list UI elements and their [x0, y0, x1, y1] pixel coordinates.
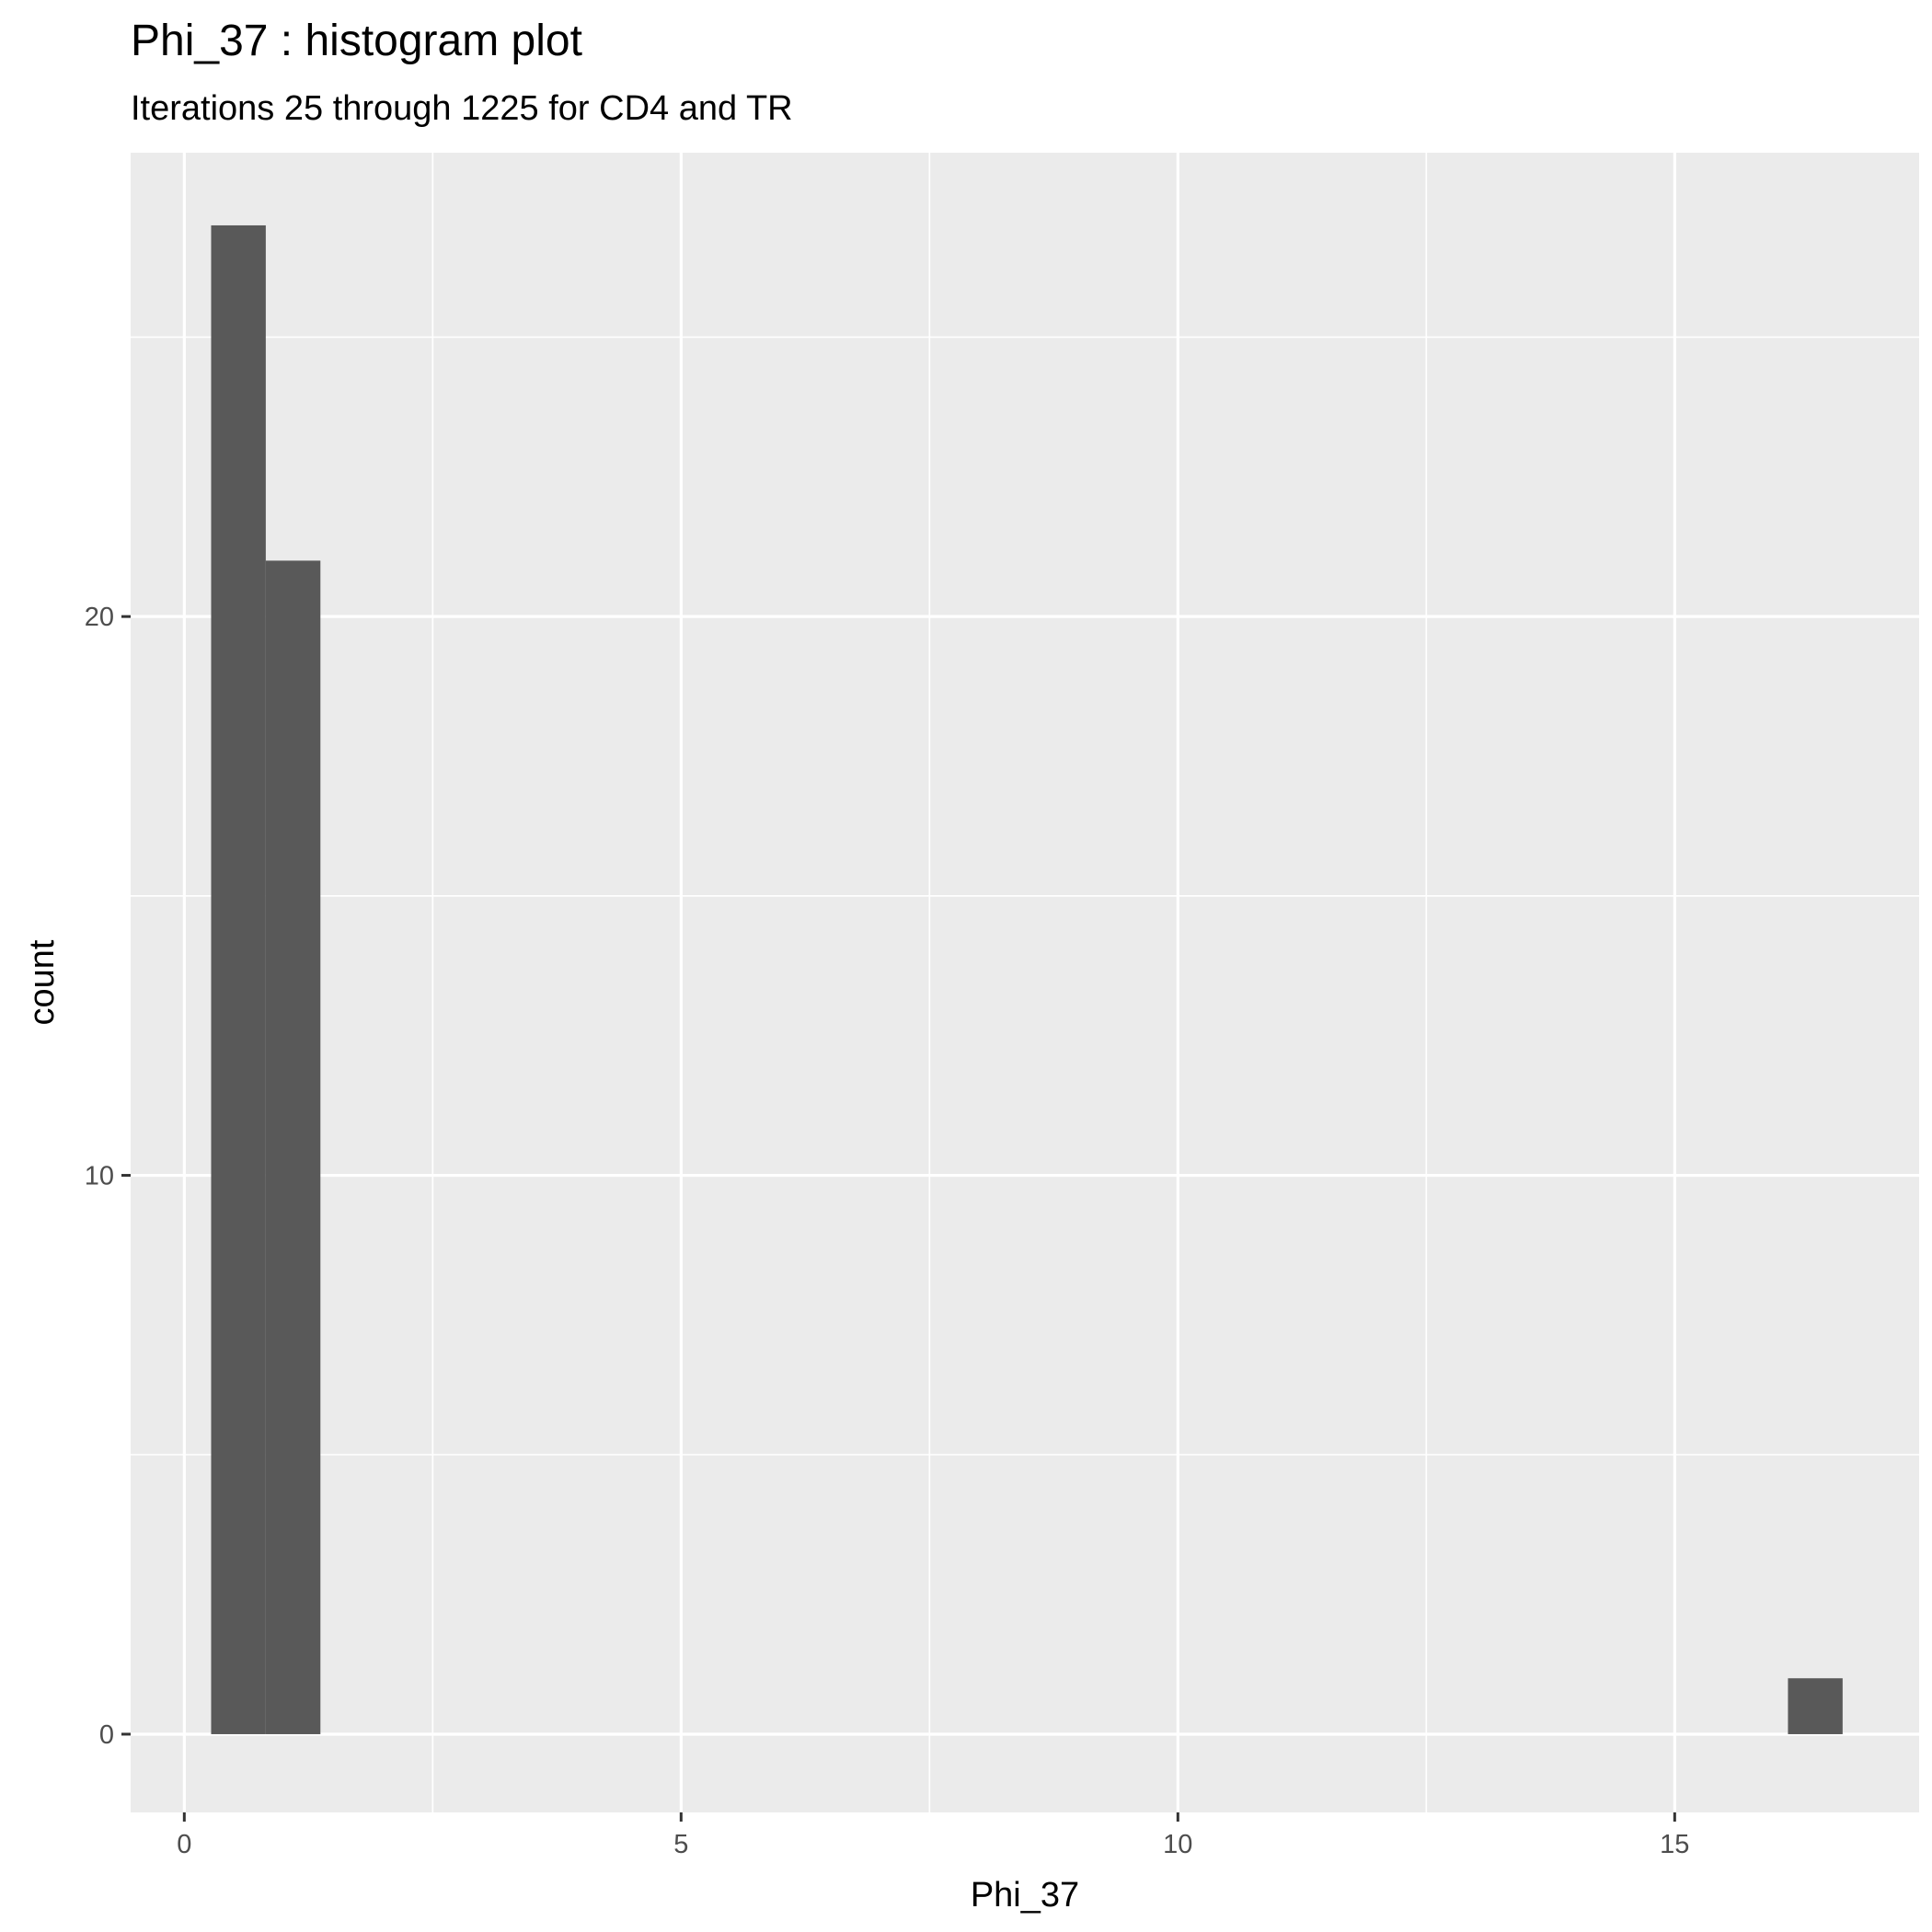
y-tick-label: 20: [85, 603, 114, 632]
y-tick-label: 10: [85, 1162, 114, 1191]
x-tick-label: 15: [1660, 1830, 1689, 1859]
chart-subtitle: Iterations 25 through 1225 for CD4 and T…: [131, 89, 793, 128]
x-tick-label: 5: [673, 1830, 688, 1859]
histogram-bar: [265, 560, 321, 1734]
x-tick-label: 10: [1163, 1830, 1192, 1859]
bar-layer: [211, 224, 1843, 1734]
chart-title: Phi_37 : histogram plot: [131, 17, 582, 65]
x-tick-label: 0: [177, 1830, 191, 1859]
x-axis-title: Phi_37: [971, 1876, 1079, 1915]
histogram-bar: [1788, 1678, 1843, 1734]
histogram-bar: [211, 224, 266, 1734]
y-axis-title: count: [23, 939, 62, 1025]
y-tick-label: 0: [99, 1720, 114, 1750]
axis-layer: 0 5 10 15 0 10 20: [85, 603, 1690, 1859]
plot-panel: [131, 153, 1919, 1812]
grid-layer: [131, 153, 1919, 1812]
